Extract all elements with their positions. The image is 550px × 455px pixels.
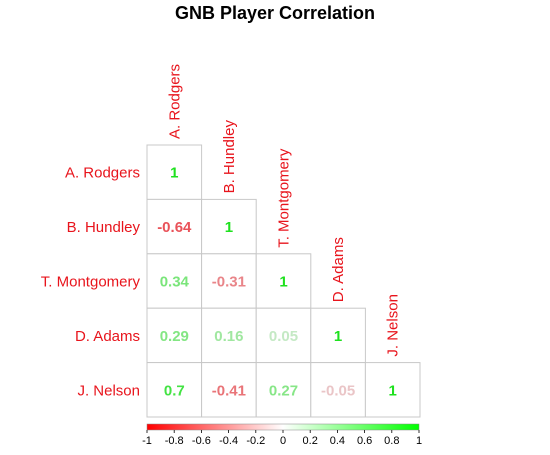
column-label: B. Hundley bbox=[221, 120, 238, 194]
cell-value: 1 bbox=[279, 274, 287, 291]
column-label: D. Adams bbox=[330, 237, 347, 302]
colorbar-tick-label: 0 bbox=[280, 435, 286, 447]
colorbar: -1 -0.8 -0.6 -0.4 -0.2 0 0.2 0.4 0.6 0.8 1 bbox=[142, 423, 422, 447]
colorbar-ticks: -1 -0.8 -0.6 -0.4 -0.2 0 0.2 0.4 0.6 0.8 1 bbox=[142, 430, 422, 447]
row-label: D. Adams bbox=[75, 328, 140, 345]
matrix-cell bbox=[146, 307, 203, 364]
matrix-cell bbox=[201, 307, 257, 364]
colorbar-gradient bbox=[146, 423, 420, 431]
row-labels: A. Rodgers B. Hundley T. Montgomery D. Adam… bbox=[41, 165, 141, 400]
row-label: A. Rodgers bbox=[65, 165, 140, 182]
cell-value: -0.31 bbox=[212, 274, 246, 291]
cell-value: 1 bbox=[225, 219, 233, 236]
cell-value: 0.7 bbox=[164, 382, 185, 399]
column-label: J. Nelson bbox=[385, 294, 402, 357]
column-labels: A. Rodgers B. Hundley T. Montgomery D. Adam… bbox=[166, 64, 401, 357]
cell-value: -0.41 bbox=[212, 382, 246, 399]
cell-value: -0.05 bbox=[321, 382, 355, 399]
colorbar-tick-label: 0.8 bbox=[384, 435, 399, 447]
colorbar-tick-label: 1 bbox=[416, 435, 422, 447]
colorbar-tick-label: 0.4 bbox=[330, 435, 345, 447]
matrix-cell bbox=[364, 362, 421, 418]
column-label: T. Montgomery bbox=[276, 148, 293, 248]
matrix-cell bbox=[146, 144, 203, 200]
row-label: J. Nelson bbox=[77, 382, 140, 399]
matrix-cell bbox=[255, 253, 312, 309]
matrix-cell bbox=[310, 362, 366, 418]
matrix-cell bbox=[146, 362, 203, 418]
matrix-cell bbox=[201, 198, 257, 255]
cell-value: 0.27 bbox=[269, 382, 298, 399]
colorbar-tick-label: -1 bbox=[142, 435, 152, 447]
cell-value: 0.34 bbox=[160, 274, 190, 291]
colorbar-tick-label: -0.2 bbox=[246, 435, 265, 447]
column-label: A. Rodgers bbox=[166, 64, 183, 139]
cell-value: 1 bbox=[334, 328, 342, 345]
cell-value: 0.29 bbox=[160, 328, 189, 345]
matrix-cells: 1 -0.64 1 0.34 -0.31 1 0.29 0.16 0.05 1 0.7 -0.41 0.… bbox=[146, 144, 421, 418]
colorbar-tick-label: -0.6 bbox=[192, 435, 211, 447]
colorbar-tick-label: 0.6 bbox=[357, 435, 372, 447]
cell-value: 1 bbox=[170, 165, 178, 182]
matrix-cell bbox=[201, 253, 257, 309]
row-label: T. Montgomery bbox=[41, 274, 141, 291]
matrix-cell bbox=[310, 307, 366, 364]
row-label: B. Hundley bbox=[67, 219, 141, 236]
colorbar-tick-label: 0.2 bbox=[303, 435, 318, 447]
matrix-cell bbox=[146, 253, 203, 309]
colorbar-tick-label: -0.8 bbox=[165, 435, 184, 447]
colorbar-tick-label: -0.4 bbox=[219, 435, 238, 447]
cell-value: 0.16 bbox=[214, 328, 243, 345]
matrix-cell bbox=[146, 198, 203, 255]
cell-value: -0.64 bbox=[157, 219, 192, 236]
cell-value: 1 bbox=[389, 382, 397, 399]
chart-title: GNB Player Correlation bbox=[175, 3, 375, 23]
cell-value: 0.05 bbox=[269, 328, 298, 345]
